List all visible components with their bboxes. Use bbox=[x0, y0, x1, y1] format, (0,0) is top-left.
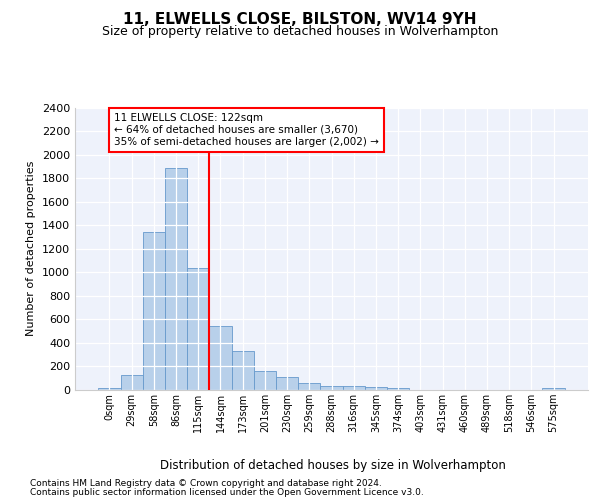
Text: 11, ELWELLS CLOSE, BILSTON, WV14 9YH: 11, ELWELLS CLOSE, BILSTON, WV14 9YH bbox=[123, 12, 477, 28]
Y-axis label: Number of detached properties: Number of detached properties bbox=[26, 161, 37, 336]
Text: Size of property relative to detached houses in Wolverhampton: Size of property relative to detached ho… bbox=[102, 25, 498, 38]
Bar bbox=[365, 387, 387, 390]
Bar bbox=[187, 268, 209, 390]
Bar bbox=[121, 374, 143, 390]
Bar bbox=[542, 388, 565, 390]
Text: Distribution of detached houses by size in Wolverhampton: Distribution of detached houses by size … bbox=[160, 460, 506, 472]
Bar bbox=[209, 326, 232, 390]
Bar bbox=[387, 388, 409, 390]
Bar bbox=[165, 168, 187, 390]
Bar bbox=[343, 386, 365, 390]
Text: Contains public sector information licensed under the Open Government Licence v3: Contains public sector information licen… bbox=[30, 488, 424, 497]
Bar bbox=[298, 383, 320, 390]
Bar bbox=[98, 388, 121, 390]
Text: 11 ELWELLS CLOSE: 122sqm
← 64% of detached houses are smaller (3,670)
35% of sem: 11 ELWELLS CLOSE: 122sqm ← 64% of detach… bbox=[115, 114, 379, 146]
Bar bbox=[276, 377, 298, 390]
Bar bbox=[320, 386, 343, 390]
Text: Contains HM Land Registry data © Crown copyright and database right 2024.: Contains HM Land Registry data © Crown c… bbox=[30, 479, 382, 488]
Bar bbox=[143, 232, 165, 390]
Bar bbox=[232, 350, 254, 390]
Bar bbox=[254, 370, 276, 390]
